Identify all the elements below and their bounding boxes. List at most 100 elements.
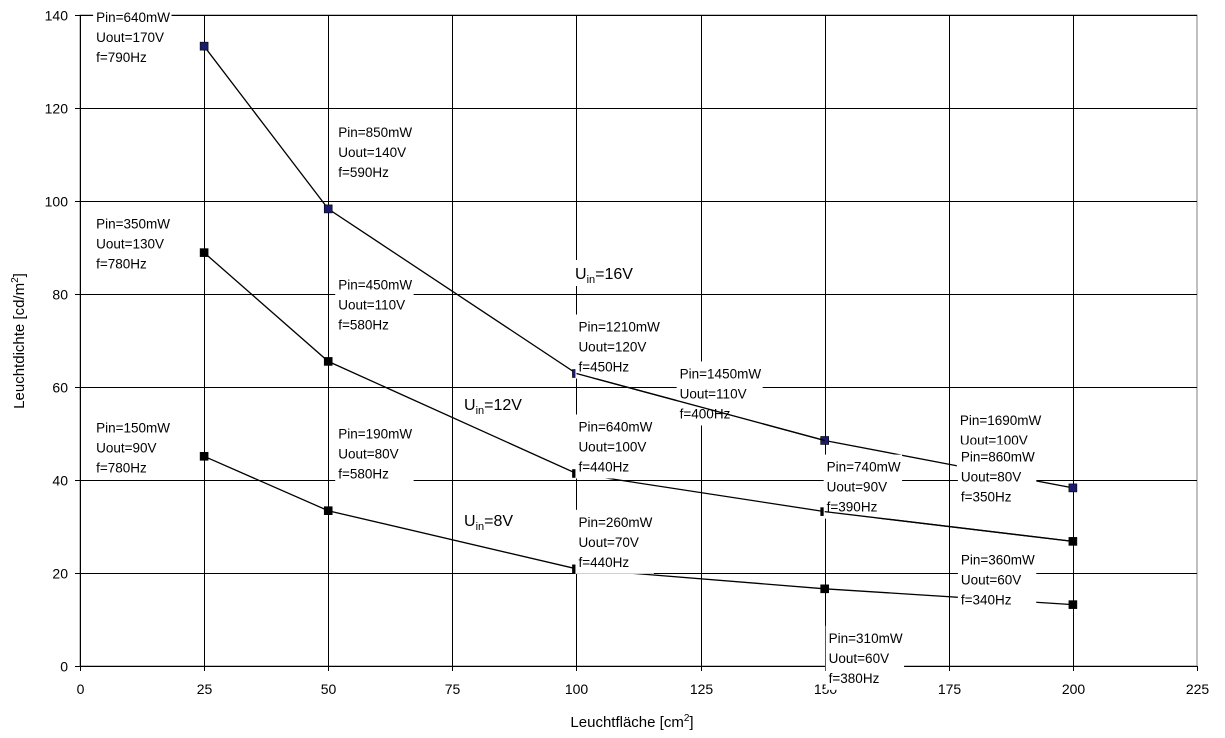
series-label-main: U xyxy=(464,397,476,414)
annotation-line: Pin=850mW xyxy=(338,125,412,140)
series-label-background xyxy=(571,260,653,286)
point-annotation: Pin=740mW Uout=90V f=390Hz xyxy=(827,460,901,515)
annotation-line: Uout=100V xyxy=(578,439,646,454)
annotation-background xyxy=(575,414,654,479)
x-axis-title-sup: 2 xyxy=(684,713,690,724)
point-annotation: Pin=450mW Uout=110V f=580Hz xyxy=(338,277,412,332)
annotation-background xyxy=(93,415,172,480)
point-annotation: Pin=350mW Uout=130V f=780Hz xyxy=(96,217,170,272)
series-label-sub: in xyxy=(587,274,596,286)
annotation-line: Pin=150mW xyxy=(96,420,170,435)
y-axis-title-text: Leuchtdichte [cd/m xyxy=(11,283,28,409)
point-annotation: Pin=310mW Uout=60V f=380Hz xyxy=(829,631,903,686)
y-axis-title-sup: 2 xyxy=(10,277,21,283)
y-axis-title-suffix: ] xyxy=(11,273,28,277)
annotation-line: f=390Hz xyxy=(827,500,878,515)
annotation-background xyxy=(575,314,662,379)
x-tick-label: 200 xyxy=(1062,681,1086,697)
annotation-line: Pin=860mW xyxy=(961,449,1035,464)
data-point xyxy=(199,248,209,257)
x-tick-label: 225 xyxy=(1186,681,1210,697)
annotation-line: f=790Hz xyxy=(96,50,147,65)
y-tick-label: 20 xyxy=(52,566,68,582)
annotation-line: f=440Hz xyxy=(578,459,629,474)
data-point xyxy=(323,506,333,515)
point-annotation: Pin=150mW Uout=90V f=780Hz xyxy=(96,420,170,475)
annotation-line: Pin=360mW xyxy=(961,553,1035,568)
annotation-background xyxy=(93,211,172,276)
data-point xyxy=(199,451,209,461)
annotation-background xyxy=(676,361,763,426)
annotation-line: f=400Hz xyxy=(680,406,731,421)
x-tick-label: 0 xyxy=(77,681,85,697)
series-label-rest: =8V xyxy=(484,513,513,530)
series-label: Uin=12V xyxy=(464,397,522,417)
grid xyxy=(79,14,1198,667)
annotation-line: Pin=190mW xyxy=(338,427,412,442)
series-line-segment xyxy=(576,372,825,442)
annotation-line: f=590Hz xyxy=(338,165,389,180)
series-label-rest: =12V xyxy=(484,397,522,414)
series-label-background xyxy=(460,391,536,417)
y-axis-title: Leuchtdichte [cd/m2] xyxy=(10,273,28,409)
annotation-line: Uout=90V xyxy=(96,440,156,455)
annotation-line: Uout=80V xyxy=(338,447,398,462)
series-label-rest: =16V xyxy=(595,266,633,283)
x-axis-title-text: Leuchtfläche [cm xyxy=(570,714,683,731)
annotation-line: Uout=100V xyxy=(960,433,1028,448)
x-tick-label: 50 xyxy=(321,681,337,697)
annotation-line: Uout=60V xyxy=(829,651,889,666)
point-annotation: Pin=860mW Uout=80V f=350Hz xyxy=(961,449,1035,504)
annotation-background xyxy=(825,625,905,690)
annotation-background xyxy=(335,272,414,337)
x-axis-title: Leuchtfläche [cm2] xyxy=(570,713,693,731)
data-point xyxy=(1068,600,1078,609)
annotation-line: f=780Hz xyxy=(96,257,147,272)
annotation-line: Pin=1450mW xyxy=(680,366,762,381)
annotation-line: Uout=130V xyxy=(96,237,164,252)
annotation-line: Uout=70V xyxy=(578,535,638,550)
data-point xyxy=(323,204,333,214)
annotation-background xyxy=(335,119,414,184)
annotation-line: Pin=640mW xyxy=(96,10,170,25)
y-tick-label: 0 xyxy=(60,659,68,675)
series-label-main: U xyxy=(575,266,587,283)
annotation-background xyxy=(93,5,172,70)
annotation-line: Pin=740mW xyxy=(827,460,901,475)
annotation-line: Uout=110V xyxy=(338,297,405,312)
point-annotation: Pin=850mW Uout=140V f=590Hz xyxy=(338,125,412,180)
y-tick-label: 60 xyxy=(52,380,68,396)
series-label-main: U xyxy=(464,513,476,530)
point-annotation: Pin=1450mW Uout=110V f=400Hz xyxy=(680,366,762,421)
annotation-background xyxy=(823,454,903,519)
annotation-line: f=380Hz xyxy=(829,671,880,686)
annotation-background xyxy=(957,444,1037,509)
y-tick-label: 140 xyxy=(45,8,69,24)
point-annotation: Pin=640mW Uout=170V f=790Hz xyxy=(96,10,170,65)
series-label-sub: in xyxy=(476,521,485,533)
annotation-background xyxy=(575,509,654,574)
series-label: Uin=16V xyxy=(575,266,633,286)
series-label-background xyxy=(460,507,536,533)
x-tick-label: 125 xyxy=(690,681,714,697)
data-point xyxy=(323,357,333,366)
annotation-line: Uout=60V xyxy=(961,573,1021,588)
annotation-line: f=340Hz xyxy=(961,593,1012,608)
annotation-line: Uout=170V xyxy=(96,30,164,45)
annotation-line: Uout=80V xyxy=(961,469,1021,484)
y-tick-label: 80 xyxy=(52,287,68,303)
y-tick-label: 40 xyxy=(52,473,68,489)
data-point xyxy=(1068,483,1078,493)
annotation-background xyxy=(957,547,1037,612)
point-annotation: Pin=260mW Uout=70V f=440Hz xyxy=(578,515,652,570)
y-tick-label: 100 xyxy=(45,194,69,210)
annotation-line: Uout=90V xyxy=(827,480,887,495)
annotation-line: f=350Hz xyxy=(961,489,1012,504)
x-axis-title-suffix: ] xyxy=(689,714,693,731)
annotation-line: f=440Hz xyxy=(578,555,629,570)
annotation-line: f=580Hz xyxy=(338,317,389,332)
annotation-background xyxy=(335,421,414,486)
series-label-sub: in xyxy=(476,405,485,417)
